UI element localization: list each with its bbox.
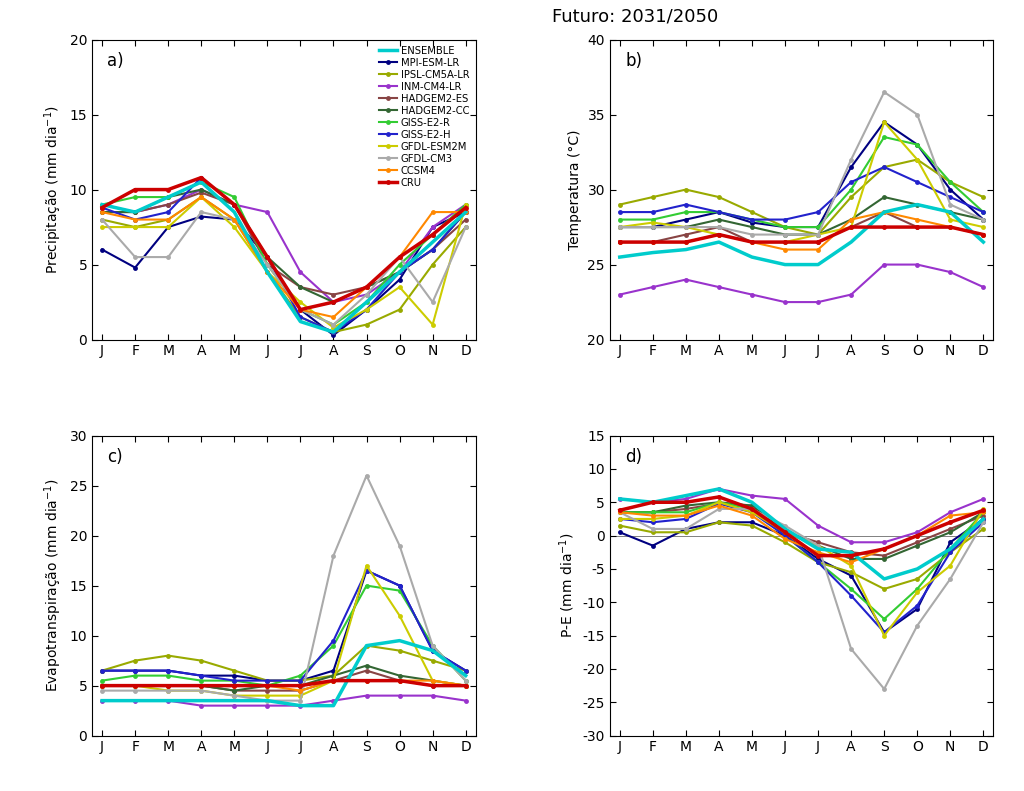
Y-axis label: Evapotranspiração (mm dia$^{-1}$): Evapotranspiração (mm dia$^{-1}$) xyxy=(43,479,65,692)
Y-axis label: P-E (mm dia$^{-1}$): P-E (mm dia$^{-1}$) xyxy=(557,533,577,638)
Text: Futuro: 2031/2050: Futuro: 2031/2050 xyxy=(552,8,718,26)
Y-axis label: Temperatura (°C): Temperatura (°C) xyxy=(568,129,582,250)
Y-axis label: Precipitação (mm dia$^{-1}$): Precipitação (mm dia$^{-1}$) xyxy=(43,105,65,274)
Text: b): b) xyxy=(626,51,642,70)
Legend: ENSEMBLE, MPI-ESM-LR, IPSL-CM5A-LR, INM-CM4-LR, HADGEM2-ES, HADGEM2-CC, GISS-E2-: ENSEMBLE, MPI-ESM-LR, IPSL-CM5A-LR, INM-… xyxy=(375,42,474,191)
Text: a): a) xyxy=(108,51,124,70)
Text: d): d) xyxy=(626,448,642,466)
Text: c): c) xyxy=(108,448,123,466)
